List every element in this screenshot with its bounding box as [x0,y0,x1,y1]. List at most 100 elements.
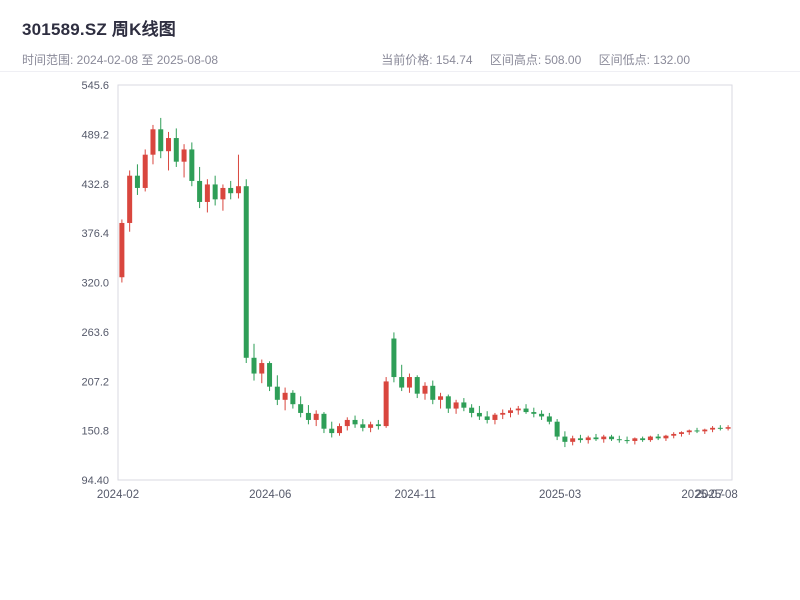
candle-body [337,426,343,434]
candle-body [298,404,304,413]
candle-body [344,419,350,427]
y-tick-label: 489.2 [81,129,109,141]
candle-body [523,408,529,413]
candle-body [546,416,552,422]
candle-body [360,424,366,428]
candle-body [461,402,467,408]
y-tick-label: 376.4 [81,228,109,240]
candle-body [577,438,583,441]
candle [717,425,723,431]
candle [360,419,366,432]
y-tick-label: 545.6 [81,80,109,92]
x-tick-label: 2025-08 [696,489,738,501]
candle-body [181,149,187,162]
candle [173,128,179,167]
candle [694,427,700,434]
candle [632,437,638,445]
candle-body [570,438,576,442]
candle-body [710,427,716,430]
candle-body [391,338,397,378]
candle [601,434,607,443]
plot-border [117,84,733,481]
candle [640,436,646,442]
candle [305,405,311,425]
candle-body [686,430,692,433]
candle [554,419,560,441]
x-tick-label: 2024-06 [249,489,291,501]
candle-body [469,407,475,413]
y-tick-label: 94.40 [81,475,109,487]
candle [469,404,475,418]
candle [321,412,327,434]
candle-body [476,412,482,417]
candle [647,435,653,442]
candle-body [531,412,537,414]
candle [337,423,343,436]
y-tick-label: 432.8 [81,179,109,191]
candle [663,434,669,441]
candle-body [554,421,560,437]
candle-body [150,129,156,155]
candle [251,343,257,381]
candles-layer [119,117,731,448]
candle [492,412,498,425]
candle-body [624,440,630,442]
candle [546,412,552,425]
candle [290,390,296,409]
candle-body [609,436,615,440]
candle-body [134,175,140,188]
candle [702,428,708,434]
candle [166,131,172,171]
x-axis-labels: 2024-02 2024-06 2024-11 2025-03 2025-072025-… [97,489,738,501]
chart-header: 301589.SZ 周K线图 时间范围: 2024-02-08 至 2025-0… [0,0,800,72]
candle [282,387,288,411]
candle [671,432,677,439]
candle-body [173,138,179,162]
candle [531,407,537,418]
candle [204,179,210,213]
candle-body [127,175,133,223]
candle-body [228,187,234,194]
candle-body [515,408,521,411]
candle-body [717,427,723,429]
candle [134,164,140,195]
candle [655,433,661,441]
candle [678,431,684,437]
candle [609,434,615,441]
candle [220,184,226,211]
candle [142,149,148,192]
candle-body [647,436,653,441]
candle [375,419,381,430]
y-tick-label: 263.6 [81,327,109,339]
y-tick-label: 207.2 [81,376,109,388]
candle [562,431,568,448]
candle-body [251,357,257,374]
candle [399,364,405,392]
candle [212,175,218,206]
candle [585,435,591,444]
candle-body [142,154,148,188]
candle-body [445,396,451,409]
candle-body [406,377,412,388]
candle-body [375,424,381,427]
candle [127,170,133,232]
candle [710,426,716,433]
candle [267,361,273,392]
candle [430,380,436,405]
time-range-label: 时间范围: 2024-02-08 至 2025-08-08 [22,53,219,67]
candle-body [352,419,358,425]
candle-body [383,381,389,427]
candle-body [305,412,311,420]
candle [725,425,731,431]
candle [616,435,622,443]
candle-body [414,377,420,394]
candle-body [212,184,218,200]
candle-body [158,129,164,152]
candle-body [640,438,646,441]
candle [484,411,490,424]
candle [500,409,506,420]
candle [406,373,412,393]
candle [158,117,164,159]
range-high-label: 区间高点: 508.00 [489,53,582,67]
candle [344,417,350,431]
